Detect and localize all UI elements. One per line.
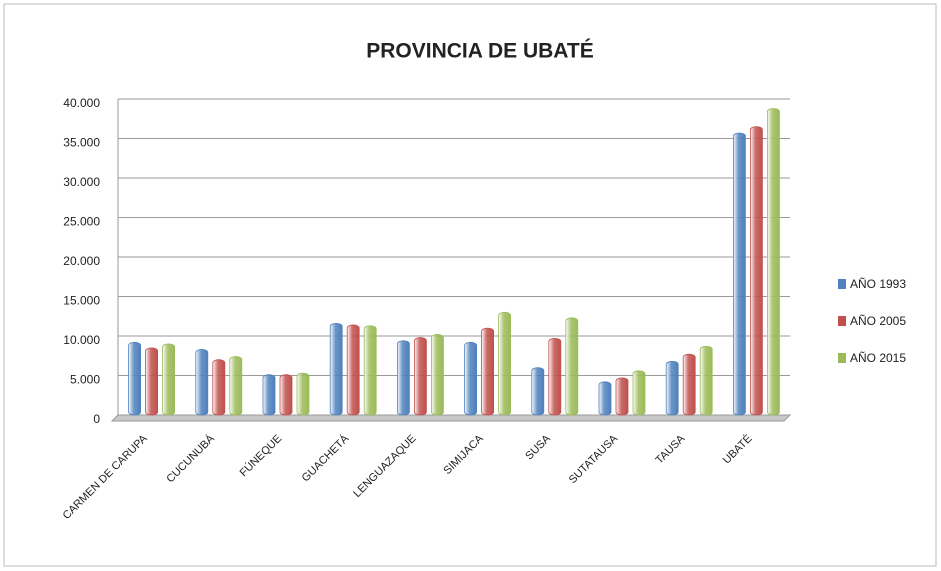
legend-label: AÑO 2015 — [850, 351, 906, 365]
legend-swatch — [838, 316, 846, 326]
bar — [195, 349, 209, 416]
y-tick-label: 5.000 — [70, 373, 100, 387]
chart-frame — [3, 3, 937, 567]
chart-title: PROVINCIA DE UBATÉ — [366, 40, 594, 63]
bar — [481, 327, 495, 416]
bar — [531, 367, 545, 416]
y-tick-label: 40.000 — [63, 96, 100, 110]
legend-label: AÑO 1993 — [850, 277, 906, 291]
bar — [279, 374, 293, 416]
y-tick-label: 0 — [93, 412, 100, 426]
bar — [632, 370, 646, 416]
bar — [498, 311, 512, 416]
bar — [162, 343, 176, 416]
y-tick-label: 25.000 — [63, 215, 100, 229]
bar — [548, 337, 562, 416]
y-tick-label: 20.000 — [63, 254, 100, 268]
bar — [296, 372, 310, 416]
bar — [565, 317, 579, 416]
bar — [733, 132, 746, 416]
bar — [430, 334, 444, 416]
bar — [346, 324, 360, 416]
bar — [767, 108, 780, 416]
legend-swatch — [838, 279, 846, 289]
bar — [413, 337, 427, 416]
bar — [145, 347, 159, 416]
bar — [699, 345, 713, 416]
bar — [262, 374, 276, 416]
bar — [682, 353, 696, 416]
legend-label: AÑO 2005 — [850, 314, 906, 328]
bar — [615, 377, 629, 416]
bar — [750, 126, 763, 416]
y-tick-label: 10.000 — [63, 333, 100, 347]
y-tick-label: 35.000 — [63, 136, 100, 150]
y-tick-label: 15.000 — [63, 294, 100, 308]
bar — [128, 341, 142, 416]
bar — [329, 322, 343, 416]
bar — [396, 340, 410, 416]
bar — [363, 325, 377, 416]
legend-swatch — [838, 353, 846, 363]
bar — [598, 381, 612, 416]
bar — [229, 356, 243, 416]
bar — [665, 360, 679, 416]
floor — [110, 414, 792, 422]
y-tick-label: 30.000 — [63, 175, 100, 189]
bar — [212, 359, 226, 416]
bar — [464, 341, 478, 416]
